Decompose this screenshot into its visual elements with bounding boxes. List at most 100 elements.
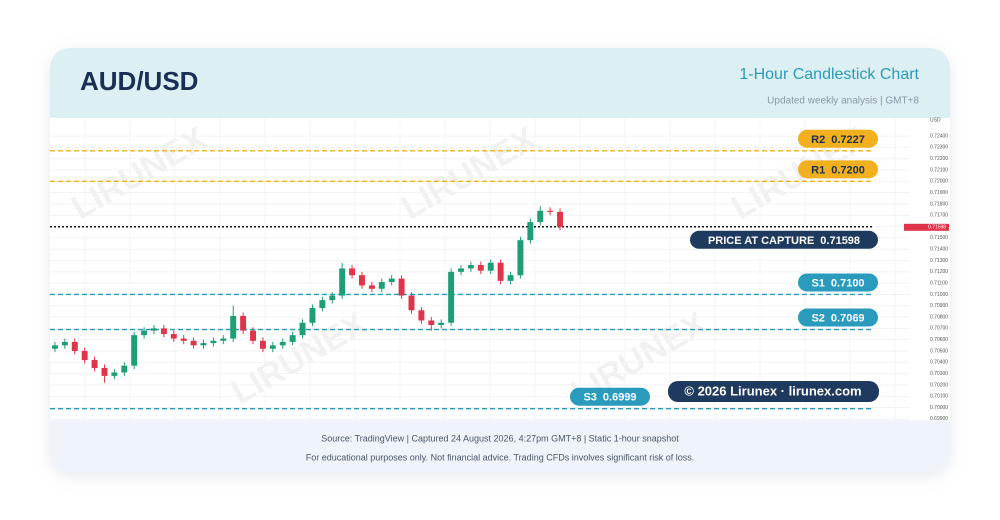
level-name: S1 bbox=[811, 277, 824, 289]
y-tick-label: 0.72400 bbox=[930, 133, 948, 139]
current-pill bbox=[690, 230, 878, 249]
level-value: 0.6999 bbox=[603, 392, 637, 404]
y-tick-label: 0.70200 bbox=[930, 382, 948, 388]
candle-body bbox=[547, 210, 554, 212]
y-tick-label: 0.71200 bbox=[930, 269, 948, 275]
y-tick-label: 0.70800 bbox=[930, 314, 948, 320]
level-value: 0.7200 bbox=[831, 164, 865, 176]
level-name: S2 bbox=[811, 312, 824, 324]
y-tick-label: 0.72300 bbox=[930, 145, 948, 151]
header-bg bbox=[50, 48, 950, 118]
candle-body bbox=[111, 372, 118, 376]
candle-body bbox=[210, 340, 217, 344]
candle-body bbox=[131, 335, 138, 366]
candle-body bbox=[279, 341, 286, 346]
level-pill bbox=[798, 308, 878, 327]
candle-body bbox=[160, 328, 167, 335]
copyright-pill bbox=[668, 381, 879, 402]
candle-body bbox=[418, 310, 425, 321]
candle-body bbox=[477, 265, 484, 271]
candle-body bbox=[240, 315, 247, 331]
candle-body bbox=[467, 265, 474, 269]
candle-body bbox=[368, 285, 375, 289]
candle-body bbox=[180, 338, 187, 341]
y-tick-label: 0.70100 bbox=[930, 394, 948, 400]
y-tick-label: 0.72200 bbox=[930, 156, 948, 162]
candle-body bbox=[51, 345, 58, 349]
card bbox=[50, 48, 950, 472]
axis-label: USD bbox=[930, 117, 941, 123]
candle-body bbox=[349, 268, 356, 276]
candle-body bbox=[517, 240, 524, 276]
candle-body bbox=[378, 282, 385, 289]
title: AUD/USD bbox=[80, 66, 198, 96]
y-tick-label: 0.71900 bbox=[930, 190, 948, 196]
candle-body bbox=[81, 351, 88, 361]
y-tick-label: 0.71100 bbox=[930, 280, 948, 286]
level-value: 0.7227 bbox=[831, 134, 865, 146]
candle-body bbox=[190, 340, 197, 346]
candle-body bbox=[458, 268, 464, 272]
subtitle: 1-Hour Candlestick Chart bbox=[739, 66, 919, 83]
level-label: S3 0.6999 bbox=[583, 392, 636, 404]
candle-body bbox=[497, 262, 504, 281]
candle-body bbox=[438, 322, 445, 325]
y-tick-label: 0.71400 bbox=[930, 247, 948, 253]
y-tick-label: 0.70900 bbox=[930, 303, 948, 309]
y-tick-label: 0.71000 bbox=[930, 292, 948, 298]
candle-body bbox=[537, 210, 544, 223]
current-label: PRICE AT CAPTURE 0.71598 bbox=[708, 235, 860, 247]
candle-body bbox=[91, 360, 98, 368]
candle-body bbox=[151, 328, 157, 331]
current-text: PRICE AT CAPTURE bbox=[708, 235, 814, 247]
candle-body bbox=[408, 295, 415, 311]
level-label: R1 0.7200 bbox=[811, 164, 865, 176]
level-name: S3 bbox=[583, 392, 596, 404]
candle-body bbox=[527, 222, 534, 241]
footer-source: Source: TradingView | Captured 24 August… bbox=[321, 433, 679, 443]
level-pill bbox=[570, 387, 650, 406]
current-value: 0.71598 bbox=[820, 235, 860, 247]
y-tick-label: 0.70400 bbox=[930, 360, 948, 366]
candle-body bbox=[200, 343, 207, 346]
candle-body bbox=[299, 322, 306, 336]
level-value: 0.7100 bbox=[831, 277, 865, 289]
candle-body bbox=[71, 341, 78, 352]
candle-body bbox=[250, 330, 256, 341]
level-name: R2 bbox=[811, 134, 825, 146]
candle-body bbox=[319, 300, 326, 309]
candle-body bbox=[141, 330, 148, 336]
level-value: 0.7069 bbox=[831, 312, 865, 324]
axis-price-label: 0.71598 bbox=[928, 225, 946, 231]
level-pill bbox=[798, 160, 878, 179]
y-tick-label: 0.70700 bbox=[930, 326, 948, 332]
y-tick-label: 0.69900 bbox=[930, 416, 948, 422]
footer-disclaimer: For educational purposes only. Not finan… bbox=[306, 452, 695, 462]
candle-body bbox=[121, 365, 128, 373]
candle-body bbox=[269, 345, 276, 349]
note: Updated weekly analysis | GMT+8 bbox=[767, 96, 919, 107]
level-label: R2 0.7227 bbox=[811, 134, 865, 146]
candle-body bbox=[428, 320, 435, 325]
candle-body bbox=[220, 338, 227, 341]
y-tick-label: 0.70300 bbox=[930, 371, 948, 377]
y-tick-label: 0.71500 bbox=[930, 235, 948, 241]
candle-body bbox=[487, 262, 494, 271]
candle-body bbox=[170, 334, 177, 339]
candle-body bbox=[359, 275, 365, 286]
candle-body bbox=[388, 278, 395, 283]
axis-price-tag bbox=[904, 223, 949, 231]
level-name: R1 bbox=[811, 164, 825, 176]
candle-body bbox=[309, 308, 316, 323]
candle-body bbox=[339, 268, 346, 296]
y-tick-label: 0.71800 bbox=[930, 201, 948, 207]
level-pill bbox=[798, 129, 878, 148]
candle-body bbox=[329, 295, 336, 301]
y-tick-label: 0.70600 bbox=[930, 337, 948, 343]
candle-body bbox=[448, 271, 455, 323]
level-label: S2 0.7069 bbox=[811, 312, 864, 324]
y-tick-label: 0.72000 bbox=[930, 179, 948, 185]
footer-bg bbox=[50, 420, 950, 472]
